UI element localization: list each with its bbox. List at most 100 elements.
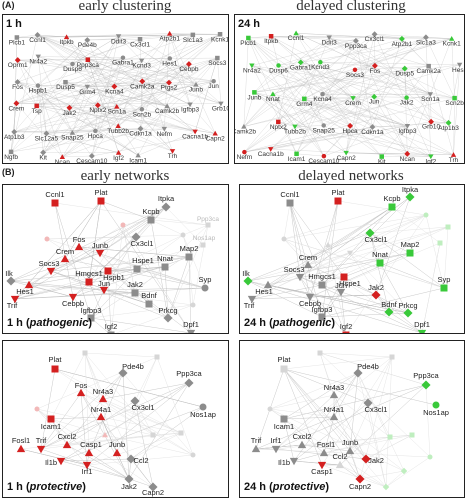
edge xyxy=(16,82,66,104)
edge xyxy=(271,36,301,63)
edge xyxy=(97,105,165,130)
edge xyxy=(139,39,143,110)
gene-node xyxy=(14,35,20,40)
gene-node xyxy=(276,119,281,125)
edge xyxy=(453,64,460,155)
edge xyxy=(37,34,117,107)
edge xyxy=(36,408,154,488)
edge xyxy=(46,130,96,134)
edge xyxy=(428,66,454,155)
gene-label: Cebpb xyxy=(299,299,321,308)
edge xyxy=(46,238,206,289)
edge xyxy=(141,60,221,104)
edge xyxy=(142,34,221,82)
gene-node xyxy=(184,378,194,388)
gene-node xyxy=(440,284,448,292)
gene-node xyxy=(321,123,326,128)
edge xyxy=(345,65,376,153)
edge xyxy=(321,312,409,318)
edge xyxy=(86,382,190,466)
gene-label: Camk2a xyxy=(130,83,155,90)
edge xyxy=(251,214,427,300)
gene-node xyxy=(85,278,93,286)
edge xyxy=(100,416,130,480)
edge xyxy=(451,38,455,99)
gene-node xyxy=(51,199,59,207)
gene-label: Ccnl1 xyxy=(29,37,46,44)
edge xyxy=(385,456,431,488)
gene-node xyxy=(267,406,273,412)
edge xyxy=(91,36,119,157)
gene-node xyxy=(13,100,20,107)
panel-label-b4-time: 24 h xyxy=(244,481,267,493)
gene-label: Nr4a3 xyxy=(324,383,344,392)
edge xyxy=(300,62,382,157)
gene-node xyxy=(241,123,247,129)
gene-node xyxy=(281,236,287,242)
edge xyxy=(283,368,323,466)
gene-label: Ddit3 xyxy=(322,40,338,47)
gene-node xyxy=(190,452,196,458)
edge xyxy=(307,206,393,266)
gene-node xyxy=(200,242,206,248)
gene-node xyxy=(302,96,307,102)
gene-node xyxy=(68,293,78,302)
panel-label-b1-time: 1 h xyxy=(7,317,23,329)
edge xyxy=(122,224,192,333)
edge xyxy=(72,36,119,133)
edge xyxy=(369,232,381,264)
gene-label: Jun xyxy=(98,279,110,288)
edge xyxy=(103,287,206,291)
edge xyxy=(14,63,73,133)
gene-node xyxy=(295,273,305,282)
gene-node xyxy=(347,122,354,129)
edge xyxy=(104,434,194,456)
edge xyxy=(14,57,218,133)
edge xyxy=(329,37,432,122)
edge xyxy=(14,258,66,300)
edge xyxy=(251,244,329,300)
gene-label: Junb xyxy=(189,87,203,94)
gene-node xyxy=(421,380,431,390)
edge xyxy=(300,38,452,63)
gene-node xyxy=(401,65,408,72)
gene-label: Ncan xyxy=(55,159,71,164)
gene-label: Grm4 xyxy=(296,101,313,108)
edge xyxy=(181,332,191,333)
gene-node xyxy=(345,446,355,455)
edge xyxy=(28,224,124,286)
edge xyxy=(425,37,455,99)
edge xyxy=(66,434,106,446)
edge xyxy=(272,37,426,95)
gene-label: Slc1a3 xyxy=(183,37,203,44)
gene-label: Hspe1 xyxy=(339,279,361,288)
edge xyxy=(247,280,323,318)
edge xyxy=(80,392,154,488)
edge xyxy=(136,268,206,289)
edge xyxy=(87,59,221,104)
edge xyxy=(37,85,139,156)
gene-label: Nr4a2 xyxy=(243,68,261,75)
panel-label-b1-cond: pathogenic xyxy=(29,317,89,329)
gene-node xyxy=(432,401,440,409)
edge xyxy=(333,416,405,472)
gene-label: Syp xyxy=(438,275,451,284)
gene-node xyxy=(365,228,375,238)
edge xyxy=(152,432,182,436)
edge xyxy=(66,400,136,446)
edge xyxy=(169,58,222,104)
edge xyxy=(37,34,88,60)
edge xyxy=(37,85,63,157)
edge xyxy=(278,40,356,66)
gene-label: Scn1a xyxy=(421,96,440,103)
panel-b-1h-protective: Plat Pde4b Ppp3ca Nos1ap Fos Nr4a3 Cx3cl1 Icam1… xyxy=(2,340,229,498)
gene-node xyxy=(417,329,427,333)
edge xyxy=(130,432,182,460)
gene-label: Nptx2 xyxy=(89,107,106,114)
gene-node xyxy=(305,293,315,302)
gene-label: Capn2 xyxy=(142,488,164,497)
gene-node xyxy=(120,55,126,60)
gene-node xyxy=(268,147,274,152)
edge xyxy=(254,92,347,153)
